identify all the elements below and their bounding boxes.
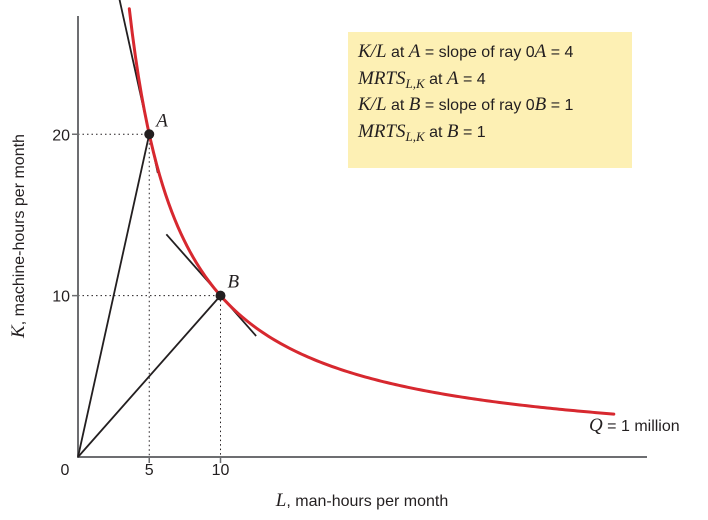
info-line-4: MRTSL,K at B = 1	[358, 119, 632, 146]
y-axis-var: K	[8, 324, 29, 339]
info-box-background	[348, 32, 632, 168]
info-line-2-var: MRTS	[358, 67, 406, 89]
info-line-3-text1: at	[386, 97, 409, 114]
guide-lines-layer	[78, 133, 221, 457]
isoquant-curve	[127, 7, 616, 416]
info-line-3-text3: = 1	[546, 97, 574, 114]
info-line-4-text1: at	[424, 123, 447, 141]
y-tick-label-20: 20	[52, 127, 70, 144]
x-axis-var: L	[275, 490, 287, 511]
point-label-A: A	[154, 110, 168, 131]
y-axis-title: K, machine-hours per month	[8, 134, 29, 339]
point-label-B: B	[228, 272, 240, 293]
info-line-3-var: K/L	[358, 94, 387, 115]
points-layer: AB	[144, 110, 240, 301]
curve-layer	[127, 7, 616, 416]
info-line-2-point: A	[446, 67, 459, 89]
rays-layer	[77, 134, 222, 458]
info-box: K/L at A = slope of ray 0A = 4 MRTSL,K a…	[348, 32, 632, 168]
info-line-4-sub: L,K	[405, 128, 425, 144]
curve-label-text: = 1 million	[603, 418, 680, 435]
info-line-3-text2: = slope of ray 0	[420, 97, 535, 114]
info-line-1-var: K/L	[358, 41, 387, 62]
info-line-4-var: MRTS	[358, 120, 406, 142]
x-axis-title-text: , man-hours per month	[286, 493, 448, 510]
labels-layer: 0 L, man-hours per month K, machine-hour…	[8, 127, 680, 511]
x-tick-label-5: 5	[145, 462, 154, 479]
ray-1	[77, 134, 151, 458]
info-line-2-sub: L,K	[405, 75, 425, 91]
curve-label-var: Q	[589, 415, 603, 436]
info-line-1-text2: = slope of ray 0	[420, 44, 535, 61]
x-tick-label-10: 10	[212, 462, 230, 479]
info-line-1-text3: = 4	[546, 44, 574, 61]
info-line-2: MRTSL,K at A = 4	[358, 66, 632, 93]
x-axis-title: L, man-hours per month	[275, 490, 448, 511]
curve-label: Q = 1 million	[589, 415, 680, 436]
y-axis-title-text: , machine-hours per month	[11, 134, 28, 325]
axes-layer	[77, 16, 647, 458]
origin-label: 0	[61, 462, 70, 479]
info-line-2-text2: = 4	[458, 70, 486, 88]
info-line-3-point: B	[408, 94, 421, 115]
info-line-1-text1: at	[386, 44, 409, 61]
point-B	[215, 290, 226, 301]
info-line-2-text1: at	[424, 70, 447, 88]
info-line-3-ray-point: B	[534, 94, 547, 115]
info-line-1: K/L at A = slope of ray 0A = 4	[358, 39, 632, 66]
info-line-1-point: A	[408, 41, 421, 62]
info-line-4-point: B	[446, 120, 459, 142]
ray-2	[77, 295, 222, 458]
info-line-1-ray-point: A	[534, 41, 547, 62]
info-line-4-text2: = 1	[458, 123, 486, 141]
info-box-layer	[348, 32, 632, 168]
info-line-3: K/L at B = slope of ray 0B = 1	[358, 92, 632, 119]
y-tick-label-10: 10	[52, 289, 70, 306]
point-A	[144, 129, 155, 140]
